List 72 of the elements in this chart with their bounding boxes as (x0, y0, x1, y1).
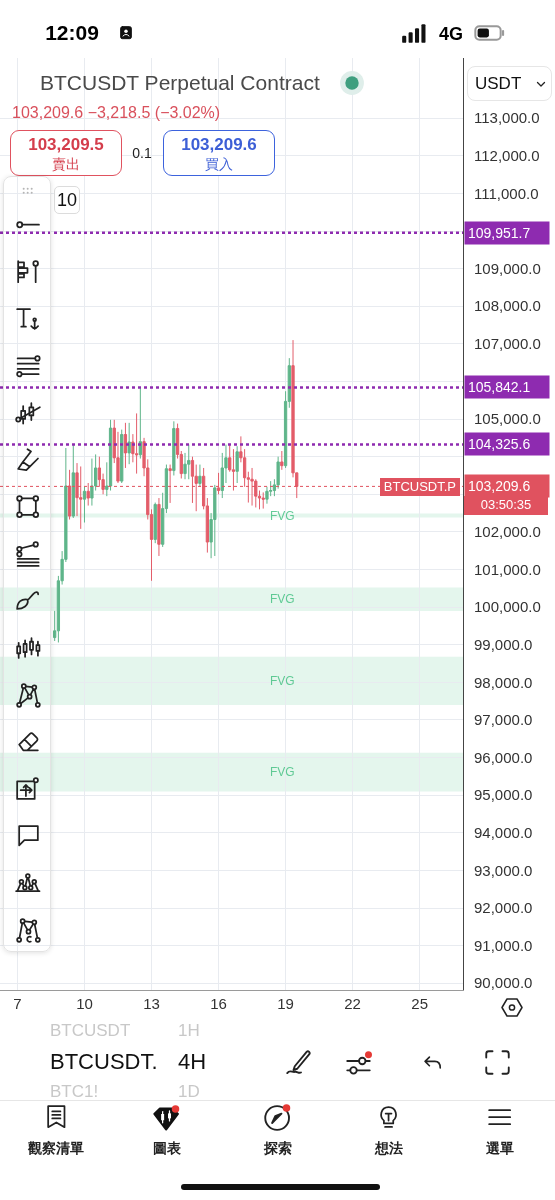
x-tick-label: 13 (143, 995, 160, 1012)
ref-line-label: 109,951.7 (468, 225, 531, 241)
text: BTCUSDT. (50, 1049, 158, 1075)
y-tick-label: 99,000.0 (474, 635, 533, 653)
annotation: 賣出 (52, 155, 80, 173)
candlestick (82, 486, 87, 523)
annotation: 103,209.6 (181, 135, 257, 155)
text: 4G (438, 23, 463, 45)
ref-line-label: 104,325.6 (468, 436, 531, 452)
band-label: FVG (270, 674, 295, 688)
y-tick-label: 96,000.0 (474, 748, 533, 766)
y-tick-label: 105,000.0 (474, 410, 541, 428)
text: 4H (178, 1049, 207, 1075)
y-tick-label: 101,000.0 (474, 560, 541, 578)
x-tick-label: 25 (411, 995, 428, 1012)
candlestick (157, 497, 161, 557)
band-label: FVG (270, 592, 295, 606)
y-tick-label: 100,000.0 (474, 598, 541, 616)
candlestick (123, 422, 128, 469)
candlestick (187, 444, 191, 480)
y-tick-label: 113,000.0 (474, 109, 540, 127)
candlestick (235, 445, 239, 484)
x-tick-label: 22 (344, 995, 361, 1012)
text: 探索 (264, 1139, 292, 1157)
candlestick (172, 420, 176, 476)
candlestick (153, 502, 157, 544)
candlestick (134, 412, 139, 475)
candlestick (213, 484, 217, 557)
y-tick-label: 90,000.0 (474, 974, 533, 992)
x-tick-label: 16 (210, 995, 227, 1012)
text: USDT (475, 74, 522, 94)
text: 想法 (375, 1139, 403, 1157)
candlestick (280, 450, 284, 471)
candlestick (138, 386, 142, 460)
y-tick-label: 94,000.0 (474, 824, 533, 842)
text: 選單 (486, 1139, 514, 1157)
x-tick-label: 7 (13, 995, 22, 1012)
candlestick (261, 491, 265, 510)
text: 圖表 (153, 1139, 181, 1157)
x-tick-label: 19 (277, 995, 294, 1012)
text: 觀察清單 (28, 1139, 84, 1157)
band-label: FVG (270, 509, 295, 523)
y-tick-label: 93,000.0 (474, 861, 533, 879)
text: 03:50:35 (480, 496, 532, 513)
ref-line-label: 103,209.6 (468, 478, 531, 494)
candlestick (120, 429, 124, 484)
annotation: 103,209.5 (28, 135, 104, 155)
candlestick (108, 419, 113, 492)
candlestick (71, 444, 75, 519)
annotation: 0.1 (132, 144, 152, 162)
annotation: 買入 (205, 155, 233, 173)
y-tick-label: 92,000.0 (474, 899, 533, 917)
x-tick-label: 10 (76, 995, 93, 1012)
band-label: FVG (270, 765, 295, 779)
candlestick (90, 458, 94, 507)
y-tick-label: 95,000.0 (474, 786, 533, 804)
y-tick-label: 112,000.0 (474, 147, 540, 165)
y-tick-label: 98,000.0 (474, 673, 533, 691)
y-tick-label: 111,000.0 (474, 184, 539, 202)
candlestick (127, 422, 131, 465)
y-tick-label: 102,000.0 (474, 523, 541, 541)
y-tick-label: 108,000.0 (474, 297, 541, 315)
y-tick-label: 109,000.0 (474, 259, 541, 277)
text: BTCUSDT Perpetual Contract (40, 71, 320, 96)
y-tick-label: 91,000.0 (474, 936, 533, 954)
y-tick-label: 97,000.0 (474, 711, 533, 729)
text: 103,209.6 −3,218.5 (−3.02%) (12, 104, 221, 123)
candlestick (198, 464, 202, 488)
annotation: BTCUSDT.P (379, 477, 460, 497)
text: 12:09 (45, 20, 99, 46)
ref-line-label: 105,842.1 (468, 379, 531, 395)
y-tick-label: 107,000.0 (474, 335, 541, 353)
